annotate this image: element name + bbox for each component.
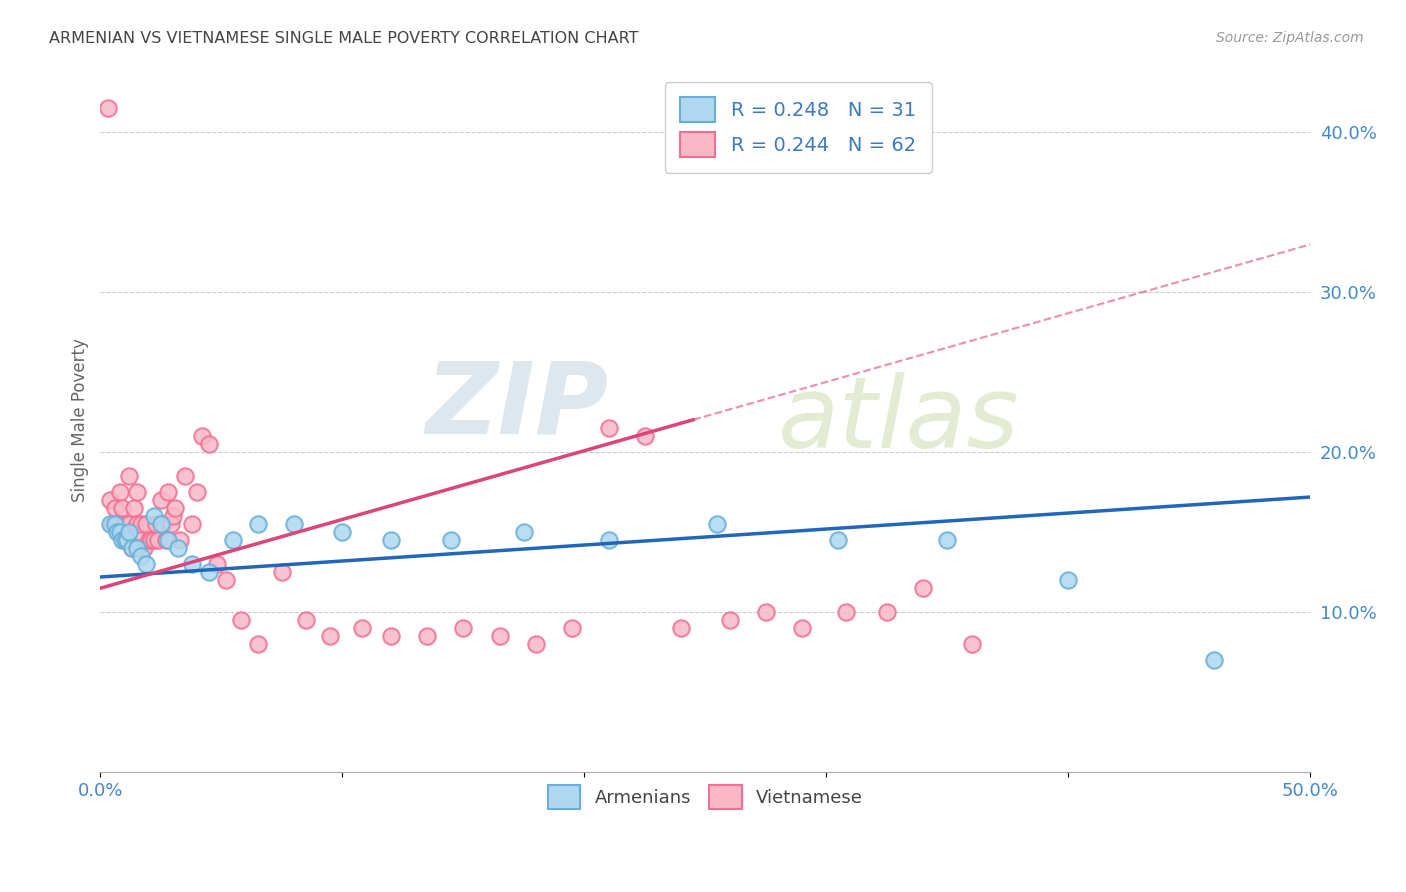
Point (706, 517, 728, 532)
Point (270, 565, 292, 579)
Legend: Armenians, Vietnamese: Armenians, Vietnamese (540, 778, 870, 816)
Point (131, 549, 153, 564)
Point (827, 533, 849, 548)
Point (350, 621, 373, 635)
Point (186, 485, 208, 500)
Point (1202, 653, 1225, 667)
Point (198, 565, 221, 579)
Point (416, 629, 439, 643)
Point (561, 621, 583, 635)
Point (125, 517, 148, 532)
Point (960, 637, 983, 651)
Point (121, 541, 143, 556)
Point (149, 493, 172, 508)
Point (181, 558, 204, 572)
Point (115, 533, 138, 548)
Point (97, 102, 120, 116)
Point (131, 517, 153, 532)
Point (128, 525, 150, 540)
Point (205, 558, 228, 572)
Point (98, 493, 121, 508)
Point (159, 517, 181, 532)
Point (141, 533, 163, 548)
Text: ARMENIAN VS VIETNAMESE SINGLE MALE POVERTY CORRELATION CHART: ARMENIAN VS VIETNAMESE SINGLE MALE POVER… (49, 31, 638, 46)
Point (155, 533, 177, 548)
Point (191, 429, 214, 443)
Point (118, 517, 141, 532)
Point (440, 533, 463, 548)
Point (105, 525, 128, 540)
Point (101, 517, 124, 532)
Point (246, 637, 269, 651)
Point (138, 533, 160, 548)
Point (755, 605, 778, 619)
Point (98, 517, 121, 532)
Point (319, 629, 342, 643)
Point (222, 533, 245, 548)
Y-axis label: Single Male Poverty: Single Male Poverty (72, 338, 89, 502)
Point (142, 509, 165, 524)
Point (181, 517, 204, 532)
Point (215, 573, 238, 587)
Point (111, 501, 134, 516)
Point (115, 533, 138, 548)
Point (524, 637, 547, 651)
Point (792, 621, 814, 635)
Point (876, 605, 898, 619)
Point (114, 533, 136, 548)
Text: ZIP: ZIP (426, 358, 609, 455)
Point (152, 517, 174, 532)
Point (380, 533, 402, 548)
Text: Source: ZipAtlas.com: Source: ZipAtlas.com (1216, 31, 1364, 45)
Point (330, 525, 353, 540)
Point (198, 437, 221, 451)
Point (380, 629, 402, 643)
Point (598, 533, 620, 548)
Point (118, 469, 141, 483)
Point (142, 533, 165, 548)
Point (165, 501, 187, 516)
Point (157, 533, 180, 548)
Point (125, 541, 148, 556)
Point (162, 509, 184, 524)
Point (166, 541, 188, 556)
Point (295, 613, 318, 627)
Point (246, 517, 269, 532)
Point (104, 517, 127, 532)
Point (104, 501, 127, 516)
Point (149, 517, 172, 532)
Point (174, 469, 197, 483)
Point (936, 533, 959, 548)
Point (118, 525, 141, 540)
Point (135, 517, 157, 532)
Point (105, 517, 128, 532)
Point (114, 533, 136, 548)
Point (229, 613, 252, 627)
Point (834, 605, 856, 619)
Point (157, 485, 180, 500)
Point (634, 429, 657, 443)
Point (135, 558, 157, 572)
Point (169, 533, 191, 548)
Point (488, 629, 510, 643)
Point (121, 541, 143, 556)
Text: atlas: atlas (778, 372, 1019, 469)
Point (718, 613, 741, 627)
Point (1057, 573, 1080, 587)
Point (148, 533, 170, 548)
Point (122, 501, 145, 516)
Point (114, 517, 136, 532)
Point (513, 525, 536, 540)
Point (132, 541, 155, 556)
Point (125, 485, 148, 500)
Point (108, 485, 131, 500)
Point (283, 517, 305, 532)
Point (598, 421, 620, 435)
Point (669, 621, 692, 635)
Point (912, 581, 935, 595)
Point (111, 533, 134, 548)
Point (453, 621, 475, 635)
Point (108, 525, 131, 540)
Point (145, 517, 167, 532)
